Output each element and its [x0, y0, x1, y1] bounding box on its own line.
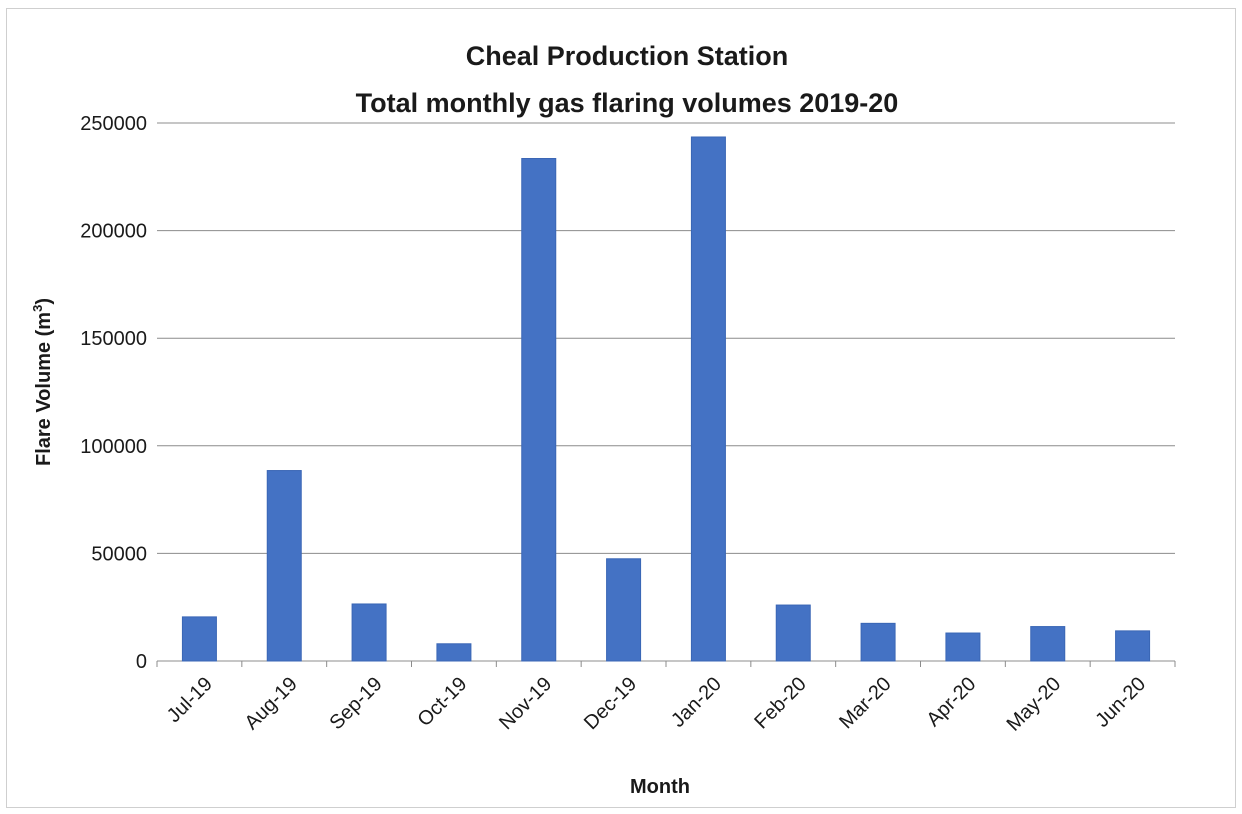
x-tick-label: Jun-20 — [1091, 673, 1150, 732]
bar-mar-20 — [860, 622, 896, 662]
bar-sep-19 — [351, 603, 387, 662]
x-tick-label: Oct-19 — [413, 673, 471, 731]
x-tick-label: Aug-19 — [241, 673, 302, 734]
bar-jan-20 — [690, 136, 726, 662]
chart-title-line-2: Total monthly gas flaring volumes 2019-2… — [356, 88, 899, 118]
x-tick-labels: Jul-19 Aug-19 Sep-19 Oct-19 Nov-19 Dec-19 Jan-… — [163, 673, 1150, 736]
x-tick-label: Nov-19 — [495, 673, 556, 734]
x-tick-label: Apr-20 — [922, 673, 980, 731]
x-tick-label: Sep-19 — [325, 673, 386, 734]
x-tick-label: Mar-20 — [835, 673, 895, 733]
bar-jun-20 — [1115, 630, 1151, 662]
x-tick-label: Jan-20 — [667, 673, 726, 732]
chart-title-line-1: Cheal Production Station — [466, 41, 789, 71]
y-tick-label: 200000 — [80, 221, 147, 243]
bar-aug-19 — [266, 470, 302, 662]
bars — [181, 136, 1151, 662]
y-tick-labels: 0 50000 100000 150000 200000 250000 — [80, 113, 147, 673]
y-tick-label: 50000 — [91, 543, 147, 565]
chart-frame: Cheal Production Station Total monthly g… — [6, 8, 1236, 808]
x-tick-label: Dec-19 — [580, 673, 641, 734]
bar-chart: Cheal Production Station Total monthly g… — [30, 41, 1176, 798]
gridlines — [156, 122, 1176, 667]
bar-may-20 — [1030, 626, 1066, 662]
x-tick-label: Feb-20 — [750, 673, 810, 733]
y-axis-label: Flare Volume (m3) — [30, 298, 55, 466]
y-tick-label: 100000 — [80, 436, 147, 458]
bar-apr-20 — [945, 632, 981, 662]
bar-nov-19 — [521, 158, 557, 662]
y-tick-label: 150000 — [80, 328, 147, 350]
x-tick-label: May-20 — [1003, 673, 1066, 736]
bar-feb-20 — [775, 604, 811, 662]
bar-oct-19 — [436, 643, 472, 662]
x-axis-label: Month — [630, 776, 690, 798]
y-tick-label: 0 — [136, 651, 147, 673]
y-tick-label: 250000 — [80, 113, 147, 135]
x-tick-label: Jul-19 — [163, 673, 217, 727]
bar-jul-19 — [181, 616, 217, 662]
bar-dec-19 — [606, 558, 642, 662]
